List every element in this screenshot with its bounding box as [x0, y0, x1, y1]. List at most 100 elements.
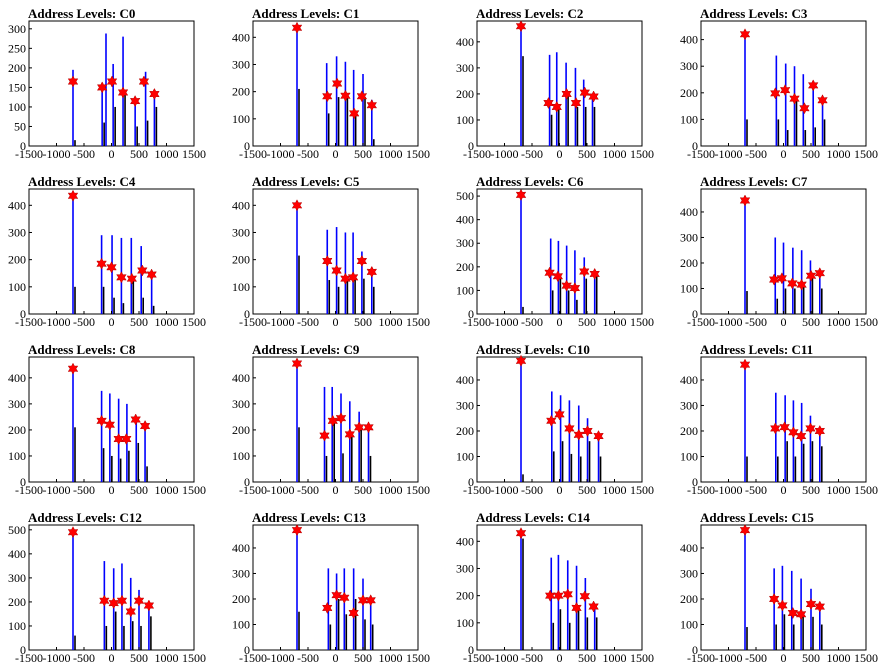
y-tick-label: 200 [8, 423, 26, 437]
star-marker-0 [515, 20, 527, 33]
subplot-c1: Address Levels: C1 0 100 200 300 400 -1500 -100… [232, 6, 430, 161]
star-marker-6 [814, 424, 826, 438]
star-marker-5 [807, 79, 819, 92]
star-marker-2 [553, 589, 564, 602]
x-tick-label: 0 [557, 147, 563, 161]
star-marker-6 [814, 600, 826, 613]
x-tick-label: 500 [130, 315, 148, 329]
plot-frame [700, 356, 867, 483]
star-marker-0 [67, 526, 79, 539]
x-tick-label: -1000 [491, 147, 519, 161]
star-marker-0 [515, 527, 527, 540]
x-tick-label: 1000 [155, 315, 179, 329]
star-marker-4 [121, 432, 132, 446]
star-marker-4 [125, 605, 136, 618]
x-tick-label: -1000 [267, 651, 295, 665]
y-tick-label: 100 [680, 617, 698, 631]
y-tick-label: 0 [692, 139, 698, 153]
star-marker-0 [739, 524, 751, 537]
subplot-c15: Address Levels: C15 0 100 200 300 400 -1500 -10… [680, 510, 878, 665]
x-tick-label: 0 [109, 147, 115, 161]
star-marker-2 [779, 84, 791, 97]
star-marker-3 [117, 86, 129, 99]
star-marker-3 [116, 271, 127, 284]
x-tick-label: 1000 [603, 147, 627, 161]
star-marker-3 [788, 426, 799, 439]
y-tick-label: 100 [456, 283, 474, 297]
x-tick-label: 500 [802, 651, 820, 665]
y-tick-label: 200 [232, 423, 250, 437]
x-tick-label: 1500 [854, 483, 878, 497]
star-marker-6 [588, 90, 599, 103]
plot-frame [700, 524, 867, 651]
y-tick-label: 0 [244, 307, 250, 321]
star-marker-5 [582, 424, 593, 438]
x-tick-label: 0 [333, 651, 339, 665]
y-tick-label: 0 [468, 475, 474, 489]
subplot-title: Address Levels: C3 [700, 6, 808, 21]
star-marker-1 [770, 422, 781, 435]
x-tick-label: 1000 [827, 651, 851, 665]
star-marker-3 [561, 279, 572, 292]
x-tick-label: -1000 [715, 315, 743, 329]
x-tick-label: -500 [745, 483, 767, 497]
star-marker-3 [562, 588, 573, 601]
subplot-c6: Address Levels: C60100200300400500-1500-… [456, 174, 654, 329]
star-marker-0 [739, 358, 751, 371]
star-marker-4 [569, 282, 581, 295]
x-tick-label: -1500 [687, 315, 715, 329]
y-tick-label: 200 [680, 592, 698, 606]
x-tick-label: -1000 [491, 483, 519, 497]
y-tick-label: 300 [680, 398, 698, 412]
star-marker-5 [805, 422, 816, 435]
star-marker-0 [67, 75, 79, 88]
y-tick-label: 200 [232, 253, 250, 267]
x-tick-label: -500 [745, 651, 767, 665]
x-tick-label: 500 [802, 483, 820, 497]
x-tick-label: -500 [73, 315, 95, 329]
star-marker-5 [579, 86, 591, 99]
y-tick-label: 100 [680, 112, 698, 126]
star-marker-2 [776, 272, 788, 285]
x-tick-label: -500 [745, 315, 767, 329]
y-tick-label: 0 [692, 643, 698, 657]
star-marker-4 [347, 271, 359, 284]
y-tick-label: 150 [8, 80, 26, 94]
subplot-c13: Address Levels: C13 0 100 200 300 400 -1500 -10… [232, 510, 430, 665]
star-marker-4 [573, 428, 584, 441]
x-tick-label: 1000 [827, 483, 851, 497]
y-tick-label: 300 [456, 561, 474, 575]
x-tick-label: -500 [73, 483, 95, 497]
star-marker-3 [789, 92, 800, 105]
star-marker-6 [366, 99, 378, 112]
y-tick-label: 50 [14, 119, 26, 133]
y-tick-label: 200 [8, 61, 26, 75]
x-tick-label: 1500 [182, 147, 206, 161]
y-tick-label: 0 [244, 475, 250, 489]
star-marker-5 [356, 254, 368, 268]
subplot-c10: Address Levels: C10 0 100 200 300 400 -1500 -10… [456, 342, 654, 497]
y-tick-label: 300 [456, 236, 474, 250]
x-tick-label: 1500 [630, 315, 654, 329]
star-marker-5 [356, 90, 368, 103]
star-marker-1 [322, 254, 333, 268]
x-tick-label: 500 [354, 315, 372, 329]
x-tick-label: 1500 [854, 147, 878, 161]
x-tick-label: -1500 [239, 315, 267, 329]
x-tick-label: -500 [521, 651, 543, 665]
x-tick-label: -500 [297, 147, 319, 161]
x-tick-label: 1000 [827, 147, 851, 161]
y-tick-label: 0 [468, 643, 474, 657]
x-tick-label: -1500 [15, 315, 43, 329]
star-marker-2 [331, 264, 342, 277]
subplot-title: Address Levels: C15 [700, 510, 814, 525]
x-tick-label: 500 [802, 147, 820, 161]
subplot-title: Address Levels: C13 [252, 510, 366, 525]
x-tick-label: 1000 [603, 483, 627, 497]
star-marker-1 [543, 96, 554, 110]
x-tick-label: 1500 [630, 651, 654, 665]
y-tick-label: 100 [8, 619, 26, 633]
plot-frame [700, 20, 867, 147]
star-marker-4 [796, 278, 807, 291]
